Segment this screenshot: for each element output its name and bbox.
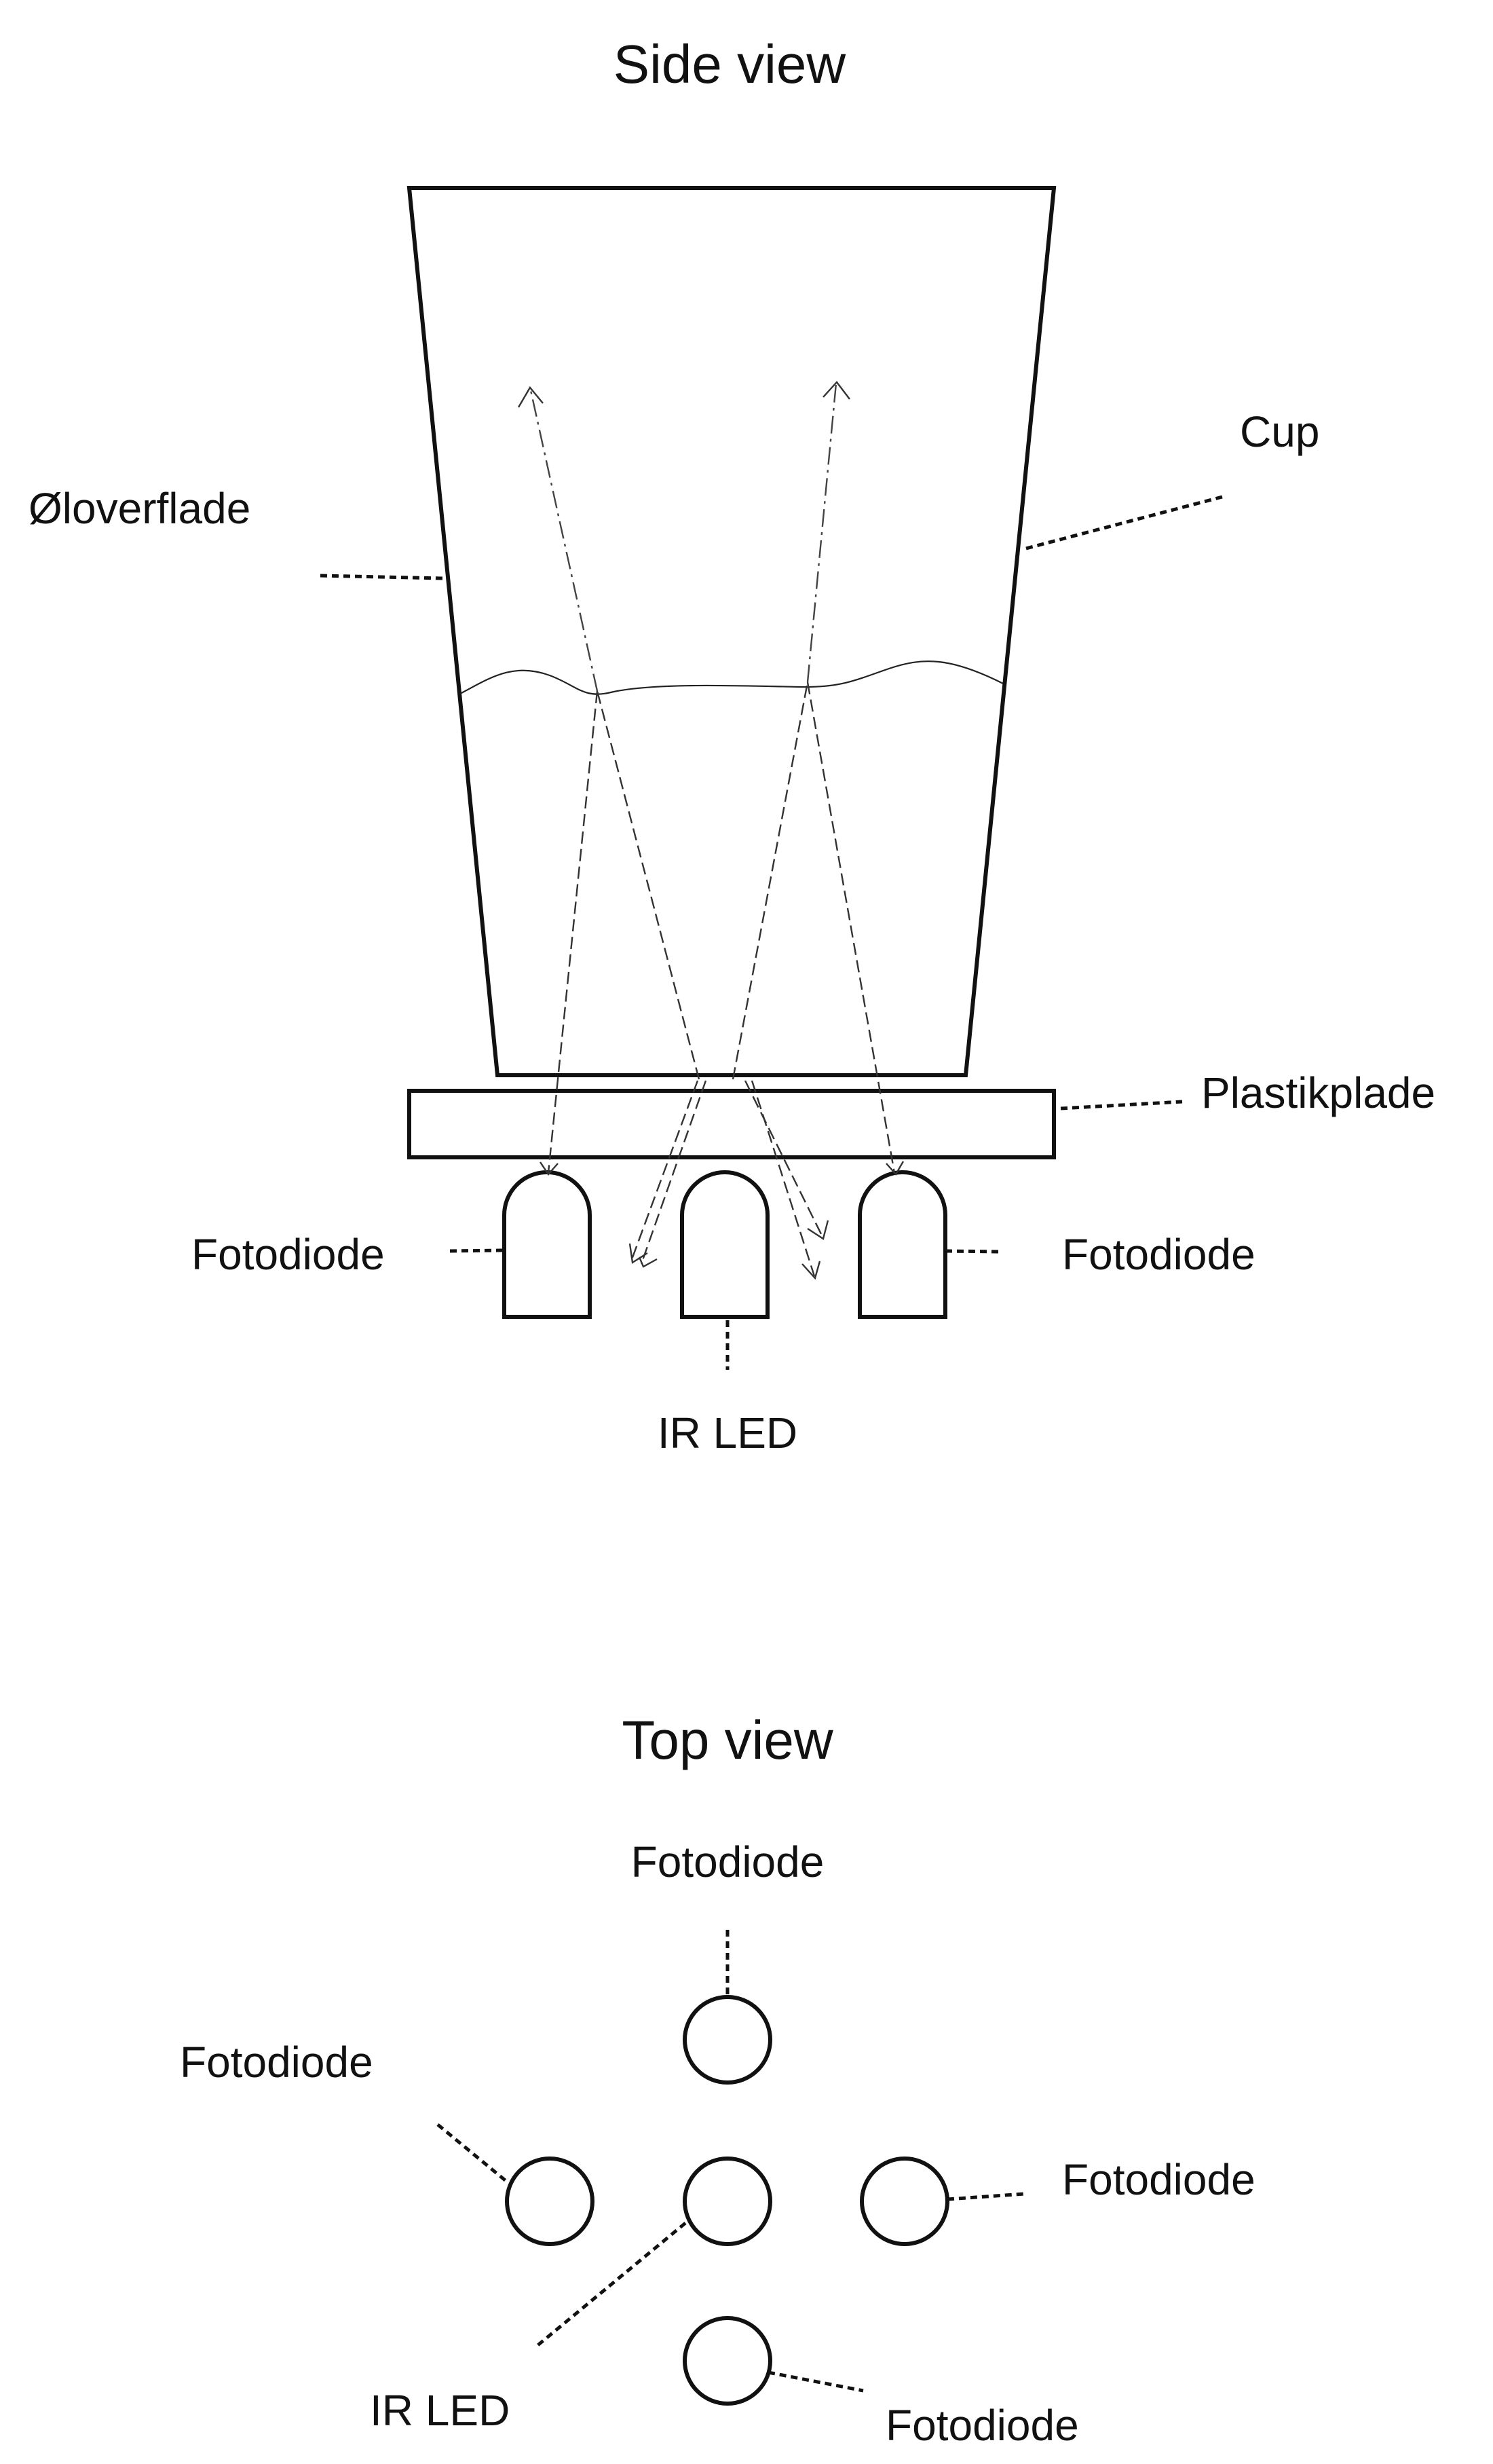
label-plastic-plate: Plastikplade (1201, 1068, 1435, 1117)
arrowhead-plate-right-2 (801, 1261, 821, 1280)
photodiode-left-side (502, 1170, 592, 1319)
light-rays (517, 381, 905, 1280)
label-oil-surface: Øloverflade (29, 484, 250, 533)
ray-plate-reflection-left-1 (630, 1080, 699, 1262)
ray-surface-to-photodiode-right (806, 682, 896, 1174)
label-ir-led: IR LED (658, 1408, 797, 1457)
photodiode-left-circle (505, 2157, 594, 2246)
arrowhead-plate-left-1 (628, 1243, 648, 1265)
label-photodiode-top: Fotodiode (631, 1837, 825, 1886)
ray-plate-reflection-right-2 (751, 1080, 816, 1277)
arrowhead-plate-right-1 (807, 1220, 829, 1240)
leader-cup (1025, 495, 1223, 550)
leader-photodiode-right (945, 1249, 1000, 1254)
arrowhead-up-left (517, 386, 544, 408)
ray-led-to-surface-left (596, 690, 700, 1080)
side-view-title: Side view (613, 34, 846, 94)
ray-led-to-surface-right (732, 682, 809, 1080)
leader-ir-led-top (535, 2222, 687, 2348)
arrowhead-photodiode-right (886, 1161, 905, 1176)
ir-led-circle (683, 2157, 772, 2246)
top-view-title: Top view (622, 1710, 833, 1770)
label-photodiode-left-top: Fotodiode (180, 2038, 373, 2087)
oil-surface-line (459, 660, 1004, 695)
leader-photodiode-bottom (768, 2370, 864, 2393)
label-photodiode-left: Fotodiode (191, 1230, 385, 1279)
top-view: Top view Fotodiode Fotodiode Fotodiode I… (180, 1710, 1255, 2450)
leader-photodiode-left-top (436, 2123, 509, 2184)
ir-led-side (680, 1170, 770, 1319)
ray-transmitted-left (529, 390, 599, 692)
ray-plate-reflection-left-2 (640, 1080, 707, 1265)
leader-photodiode-right-top (947, 2192, 1025, 2201)
photodiode-right-side (858, 1170, 947, 1319)
label-cup: Cup (1240, 407, 1319, 456)
arrowhead-plate-left-2 (638, 1256, 658, 1268)
side-view: Side view (29, 34, 1435, 1457)
photodiode-right-circle (860, 2157, 949, 2246)
label-photodiode-right-top: Fotodiode (1062, 2155, 1255, 2204)
leader-photodiode-left (449, 1248, 505, 1253)
photodiode-top-circle (683, 1995, 772, 2085)
leader-plastic-plate (1060, 1100, 1183, 1110)
ray-transmitted-right (806, 383, 837, 683)
arrowhead-up-right (823, 381, 850, 400)
photodiode-bottom-circle (683, 2316, 772, 2406)
ray-plate-reflection-right-1 (744, 1080, 824, 1237)
leader-oil-surface (320, 574, 444, 580)
label-photodiode-right: Fotodiode (1062, 1230, 1255, 1279)
label-ir-led-top: IR LED (370, 2386, 510, 2435)
arrowhead-photodiode-left (540, 1161, 559, 1176)
plastic-plate (407, 1089, 1056, 1159)
ray-surface-to-photodiode-left (547, 690, 599, 1174)
cup-outline (407, 186, 1057, 1077)
label-photodiode-bottom: Fotodiode (886, 2401, 1079, 2450)
